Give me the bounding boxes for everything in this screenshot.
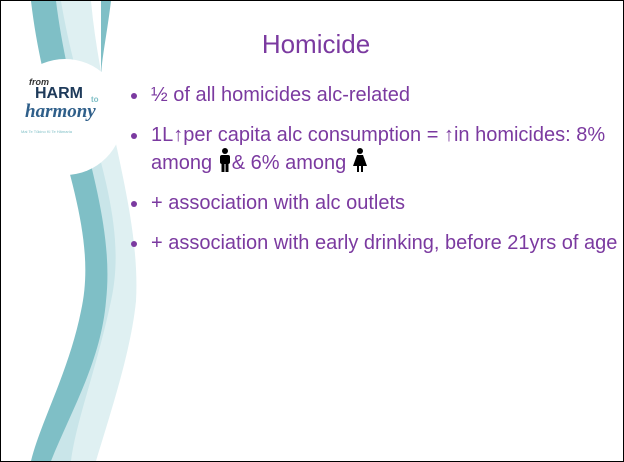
bullet: ½ of all homicides alc-related <box>149 83 619 108</box>
woman-icon <box>352 148 367 172</box>
logo-tagline: Mai Te Tūkino Ki Te Hāmaria <box>21 129 72 134</box>
bullet: + association with alc outlets <box>149 191 619 216</box>
bullet: 1L↑per capita alc consumption = ↑in homi… <box>149 123 619 176</box>
bullet-text: & 6% among <box>231 152 347 174</box>
logo-to: to <box>91 95 99 104</box>
bullet-list: ½ of all homicides alc-related 1L↑per ca… <box>131 83 619 271</box>
man-icon <box>219 148 230 172</box>
logo-harm: HARM <box>35 85 83 102</box>
bullet-text: 1L↑per capita alc consumption = ↑in homi… <box>151 124 606 174</box>
logo-harmony: harmony <box>25 101 96 122</box>
logo-from: from <box>29 77 49 87</box>
bullet: + association with early drinking, befor… <box>149 231 619 256</box>
slide-title: Homicide <box>261 29 371 59</box>
logo: from HARM to harmony Mai Te Tūkino Ki Te… <box>7 59 123 175</box>
